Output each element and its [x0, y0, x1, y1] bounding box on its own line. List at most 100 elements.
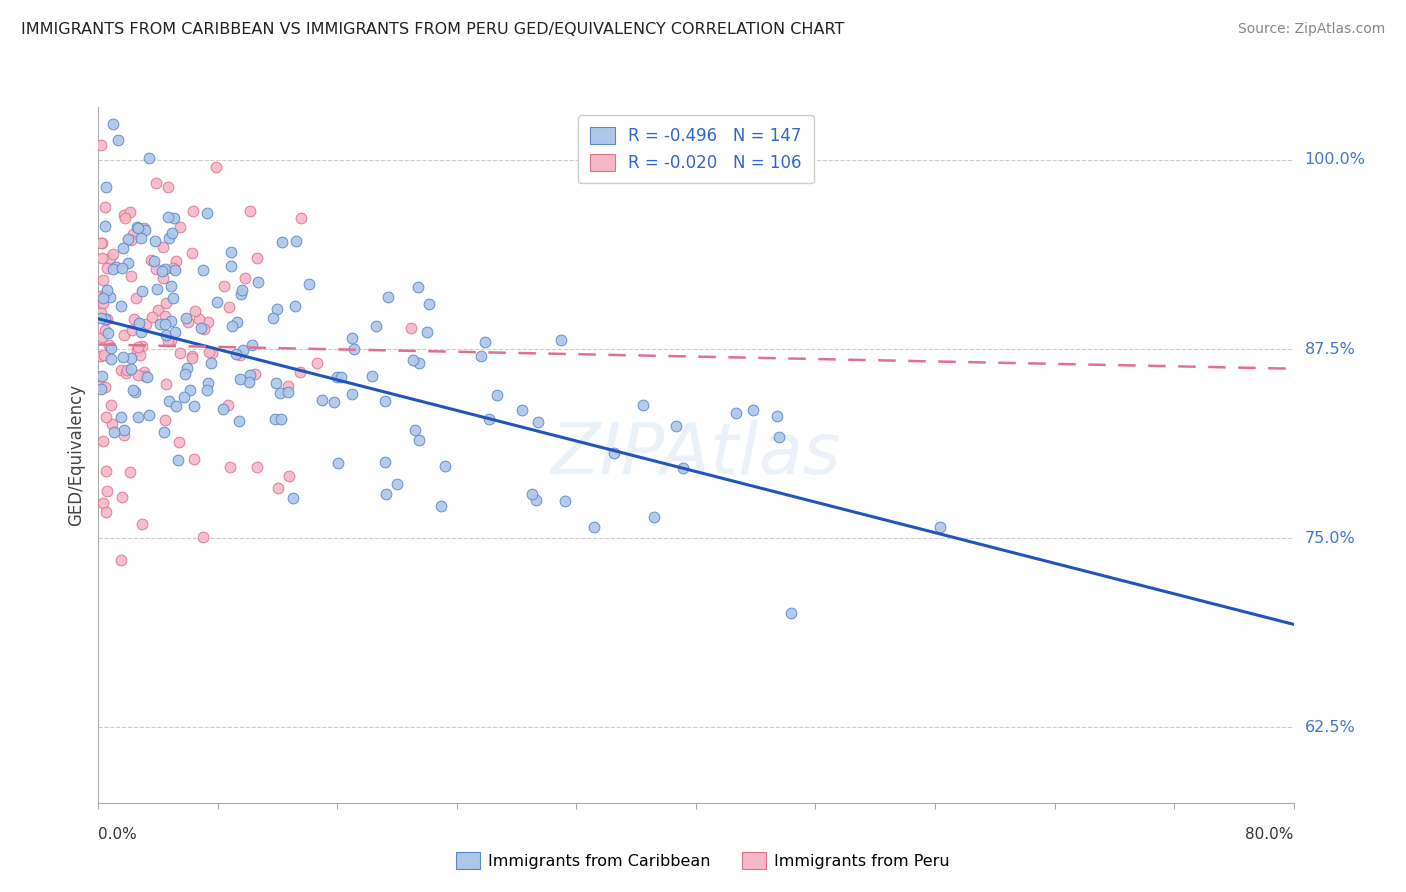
- Point: [141, 310, 163, 324]
- Point: [264, 376, 287, 390]
- Point: [169, 219, 191, 234]
- Point: [228, 414, 250, 428]
- Point: [97, 326, 120, 340]
- Point: [742, 403, 765, 417]
- Point: [180, 349, 202, 363]
- Point: [96, 311, 118, 326]
- Point: [470, 350, 492, 364]
- Point: [110, 299, 132, 313]
- Point: [408, 356, 430, 370]
- Point: [262, 311, 284, 326]
- Point: [374, 454, 396, 468]
- Point: [112, 328, 135, 343]
- Point: [401, 321, 423, 335]
- Point: [235, 270, 257, 285]
- Point: [269, 386, 291, 401]
- Point: [181, 204, 204, 219]
- Point: [131, 339, 153, 353]
- Point: [94, 464, 117, 478]
- Point: [211, 402, 233, 417]
- Point: [266, 301, 288, 316]
- Point: [183, 399, 205, 413]
- Point: [111, 261, 134, 276]
- Text: ZIPAtlas: ZIPAtlas: [551, 420, 841, 490]
- Point: [374, 394, 396, 409]
- Point: [120, 233, 142, 247]
- Point: [112, 423, 135, 437]
- Point: [212, 278, 235, 293]
- Point: [163, 325, 186, 339]
- Point: [550, 334, 572, 348]
- Point: [124, 385, 146, 400]
- Point: [631, 398, 654, 412]
- Point: [94, 410, 117, 425]
- Point: [415, 325, 437, 339]
- Point: [219, 245, 242, 260]
- Point: [247, 275, 270, 289]
- Point: [103, 261, 125, 276]
- Point: [288, 365, 311, 379]
- Point: [330, 370, 353, 384]
- Point: [229, 372, 252, 386]
- Point: [156, 210, 179, 224]
- Point: [100, 352, 122, 367]
- Point: [90, 306, 112, 320]
- Point: [229, 286, 252, 301]
- Point: [374, 487, 396, 501]
- Point: [665, 419, 688, 434]
- Point: [90, 379, 112, 393]
- Point: [112, 209, 135, 223]
- Point: [96, 483, 118, 498]
- Point: [96, 261, 118, 276]
- Point: [155, 295, 177, 310]
- Point: [91, 296, 114, 310]
- Point: [226, 315, 249, 329]
- Point: [510, 403, 533, 417]
- Point: [91, 369, 114, 384]
- Point: [100, 417, 122, 431]
- Point: [117, 256, 139, 270]
- Point: [554, 494, 576, 508]
- Point: [152, 271, 174, 285]
- Point: [377, 290, 399, 304]
- Point: [134, 368, 156, 383]
- Point: [238, 375, 260, 389]
- Point: [143, 254, 166, 268]
- Point: [103, 425, 125, 439]
- Point: [94, 200, 117, 214]
- Text: 62.5%: 62.5%: [1305, 720, 1355, 735]
- Point: [239, 368, 262, 382]
- Point: [105, 260, 128, 275]
- Point: [193, 322, 215, 336]
- Point: [132, 365, 155, 379]
- Point: [101, 247, 124, 261]
- Point: [157, 393, 180, 408]
- Point: [524, 492, 547, 507]
- Text: 80.0%: 80.0%: [1246, 827, 1294, 841]
- Point: [97, 338, 120, 352]
- Point: [100, 341, 122, 355]
- Point: [267, 482, 290, 496]
- Point: [193, 262, 215, 277]
- Point: [270, 411, 292, 425]
- Point: [165, 254, 187, 268]
- Point: [141, 252, 163, 267]
- Legend: R = -0.496   N = 147, R = -0.020   N = 106: R = -0.496 N = 147, R = -0.020 N = 106: [578, 115, 814, 184]
- Point: [672, 461, 695, 475]
- Point: [131, 284, 153, 298]
- Point: [217, 398, 239, 412]
- Point: [163, 211, 186, 225]
- Point: [152, 264, 174, 278]
- Point: [271, 235, 294, 249]
- Point: [167, 453, 190, 467]
- Point: [326, 457, 349, 471]
- Point: [929, 520, 952, 534]
- Point: [277, 379, 299, 393]
- Point: [128, 316, 150, 330]
- Point: [127, 410, 149, 425]
- Point: [340, 386, 363, 401]
- Point: [201, 346, 224, 360]
- Point: [205, 161, 228, 175]
- Point: [100, 398, 122, 412]
- Point: [114, 211, 136, 226]
